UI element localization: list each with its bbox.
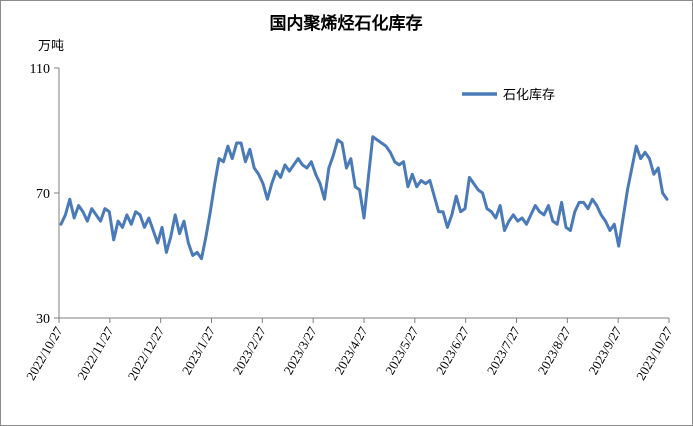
x-tick-label: 2022/12/27: [125, 324, 168, 383]
x-tick-label: 2023/5/27: [382, 324, 422, 378]
y-tick-label: 30: [36, 312, 50, 327]
x-tick-label: 2022/11/27: [74, 324, 117, 383]
x-tick-label: 2023/7/27: [484, 324, 524, 378]
axes: [58, 68, 669, 319]
chart-title: 国内聚烯烃石化库存: [270, 13, 423, 34]
series-layer: [59, 135, 669, 261]
y-axis-unit-label: 万吨: [38, 39, 64, 54]
y-tick-label: 110: [30, 62, 50, 77]
x-tick-label: 2023/1/27: [179, 324, 219, 378]
legend: 石化库存: [462, 87, 555, 103]
x-tick-label: 2022/10/27: [23, 324, 66, 383]
series-line-shihua-kucun: [59, 135, 669, 261]
x-tick-label: 2023/2/27: [230, 324, 270, 378]
y-tick-label: 70: [36, 187, 50, 202]
x-tick-label: 2023/4/27: [331, 324, 371, 378]
x-tick-label: 2023/8/27: [535, 324, 575, 378]
x-tick-label: 2023/10/27: [633, 324, 676, 383]
x-tick-label: 2023/9/27: [585, 324, 625, 378]
legend-label: 石化库存: [503, 87, 555, 103]
x-tick-label: 2023/6/27: [433, 324, 473, 378]
x-axis-ticks: 2022/10/27 2022/11/27 2022/12/27 2023/1/27 2…: [23, 318, 676, 383]
x-tick-label: 2023/3/27: [280, 324, 320, 378]
y-axis-ticks: 30 70 110: [30, 62, 59, 327]
